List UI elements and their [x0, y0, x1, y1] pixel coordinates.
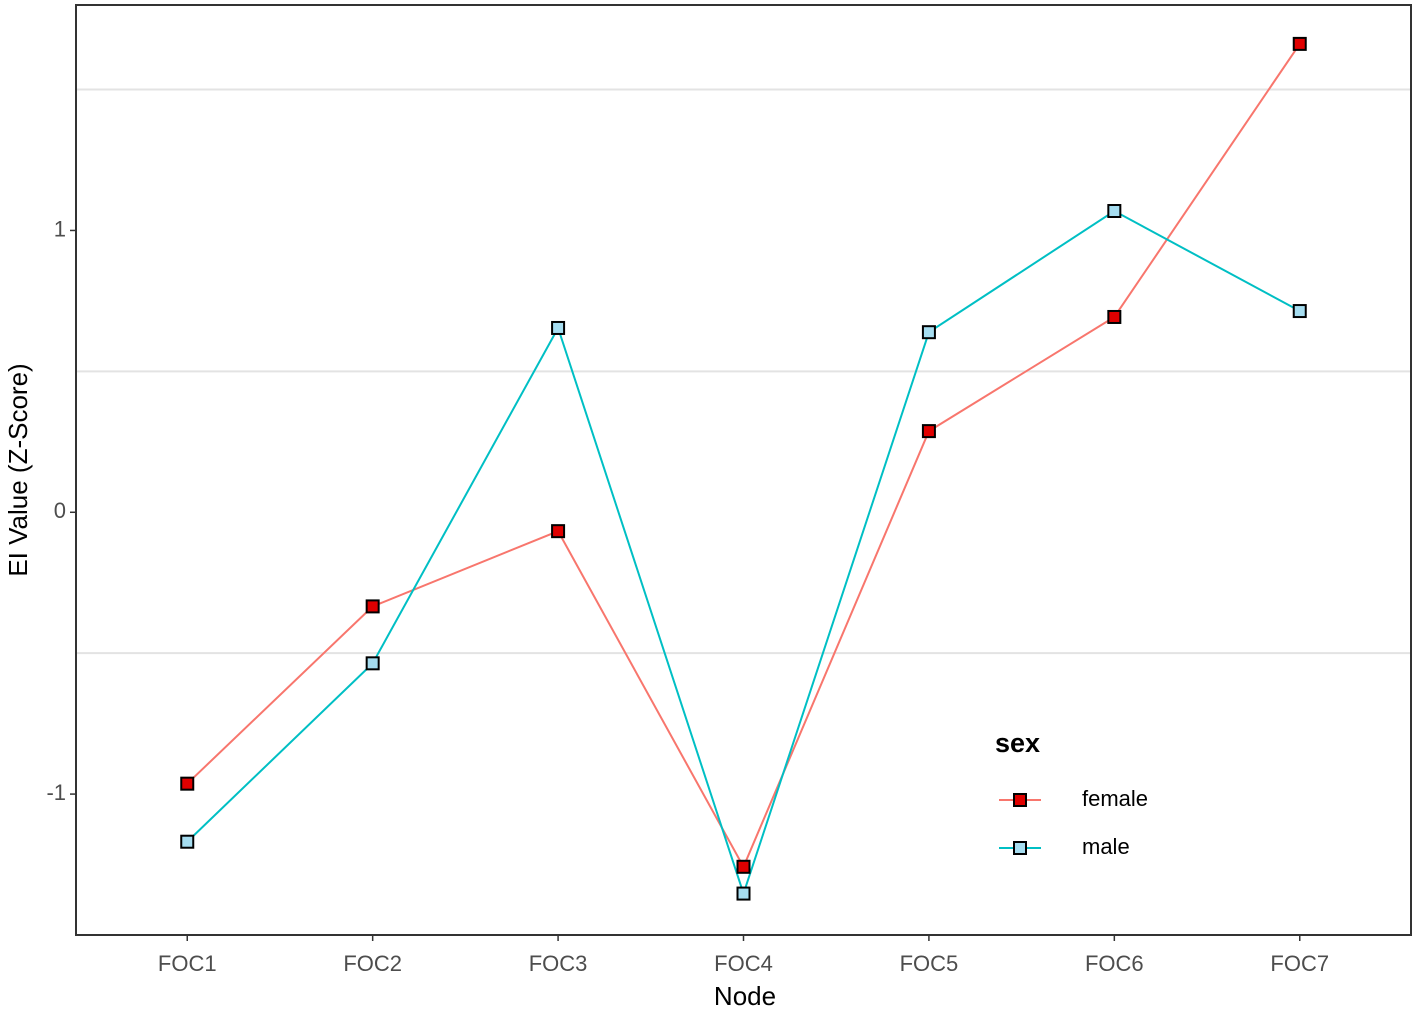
y-tick-label: 0	[54, 498, 66, 523]
x-tick-label: FOC7	[1270, 951, 1329, 976]
marker	[736, 886, 751, 901]
marker	[365, 656, 380, 671]
x-tick-label: FOC5	[900, 951, 959, 976]
legend-label: female	[1082, 786, 1148, 811]
marker	[1292, 36, 1307, 51]
marker	[180, 776, 195, 791]
x-axis-title: Node	[714, 981, 776, 1011]
marker	[551, 320, 566, 335]
marker	[551, 524, 566, 539]
legend-marker	[1013, 793, 1027, 807]
marker	[1107, 204, 1122, 219]
series-line	[186, 43, 1301, 870]
x-tick-label: FOC4	[714, 951, 773, 976]
x-tick-label: FOC1	[158, 951, 217, 976]
x-tick-label: FOC2	[343, 951, 402, 976]
x-tick-label: FOC6	[1085, 951, 1144, 976]
y-tick-label: 1	[54, 216, 66, 241]
marker	[921, 325, 936, 340]
legend-label: male	[1082, 834, 1130, 859]
plot-border	[75, 4, 1412, 936]
marker	[921, 424, 936, 439]
marker	[1107, 309, 1122, 324]
marker	[365, 599, 380, 614]
legend-marker	[1013, 841, 1027, 855]
legend-title: sex	[995, 728, 1040, 758]
marker	[736, 859, 751, 874]
marker	[180, 834, 195, 849]
y-tick-label: -1	[46, 780, 66, 805]
x-tick-label: FOC3	[529, 951, 588, 976]
marker	[1292, 304, 1307, 319]
y-axis-title: EI Value (Z-Score)	[3, 363, 33, 576]
